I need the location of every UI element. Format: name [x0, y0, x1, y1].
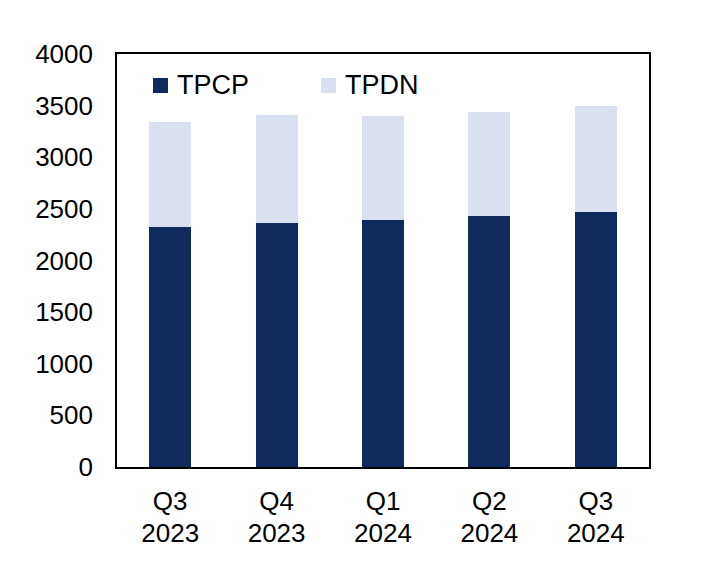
bar-segment-tpdn	[362, 116, 404, 220]
bar-segment-tpcp	[149, 227, 191, 467]
legend-item-tpdn: TPDN	[321, 72, 419, 99]
y-axis-tick-label: 500	[0, 402, 93, 428]
bar-segment-tpdn	[575, 106, 617, 212]
y-axis-tick-label: 3000	[0, 144, 93, 170]
chart: 05001000150020002500300035004000 Q32023Q…	[0, 0, 721, 579]
x-axis-category-label: Q42023	[222, 485, 332, 549]
bar-segment-tpdn	[149, 122, 191, 227]
bar-segment-tpdn	[256, 115, 298, 223]
legend-swatch-icon	[153, 78, 168, 93]
y-axis-tick-label: 3500	[0, 93, 93, 119]
bar-segment-tpcp	[575, 212, 617, 467]
x-axis-category-label: Q12024	[328, 485, 438, 549]
x-axis-category-label: Q22024	[434, 485, 544, 549]
x-axis-category-label: Q32024	[541, 485, 651, 549]
y-axis-tick-label: 4000	[0, 41, 93, 67]
legend: TPCP TPDN	[153, 72, 419, 99]
y-axis-tick-label: 2000	[0, 248, 93, 274]
legend-swatch-icon	[321, 78, 336, 93]
y-axis-tick-label: 1500	[0, 299, 93, 325]
legend-label: TPCP	[177, 72, 249, 99]
x-axis-category-label: Q32023	[115, 485, 225, 549]
bar-segment-tpdn	[468, 112, 510, 216]
y-axis-tick-label: 2500	[0, 196, 93, 222]
bar-segment-tpcp	[468, 216, 510, 467]
bar-segment-tpcp	[362, 220, 404, 467]
plot-area	[115, 52, 651, 469]
bar-segment-tpcp	[256, 223, 298, 467]
legend-label: TPDN	[345, 72, 419, 99]
legend-item-tpcp: TPCP	[153, 72, 249, 99]
y-axis-tick-label: 1000	[0, 351, 93, 377]
y-axis-tick-label: 0	[0, 454, 93, 480]
